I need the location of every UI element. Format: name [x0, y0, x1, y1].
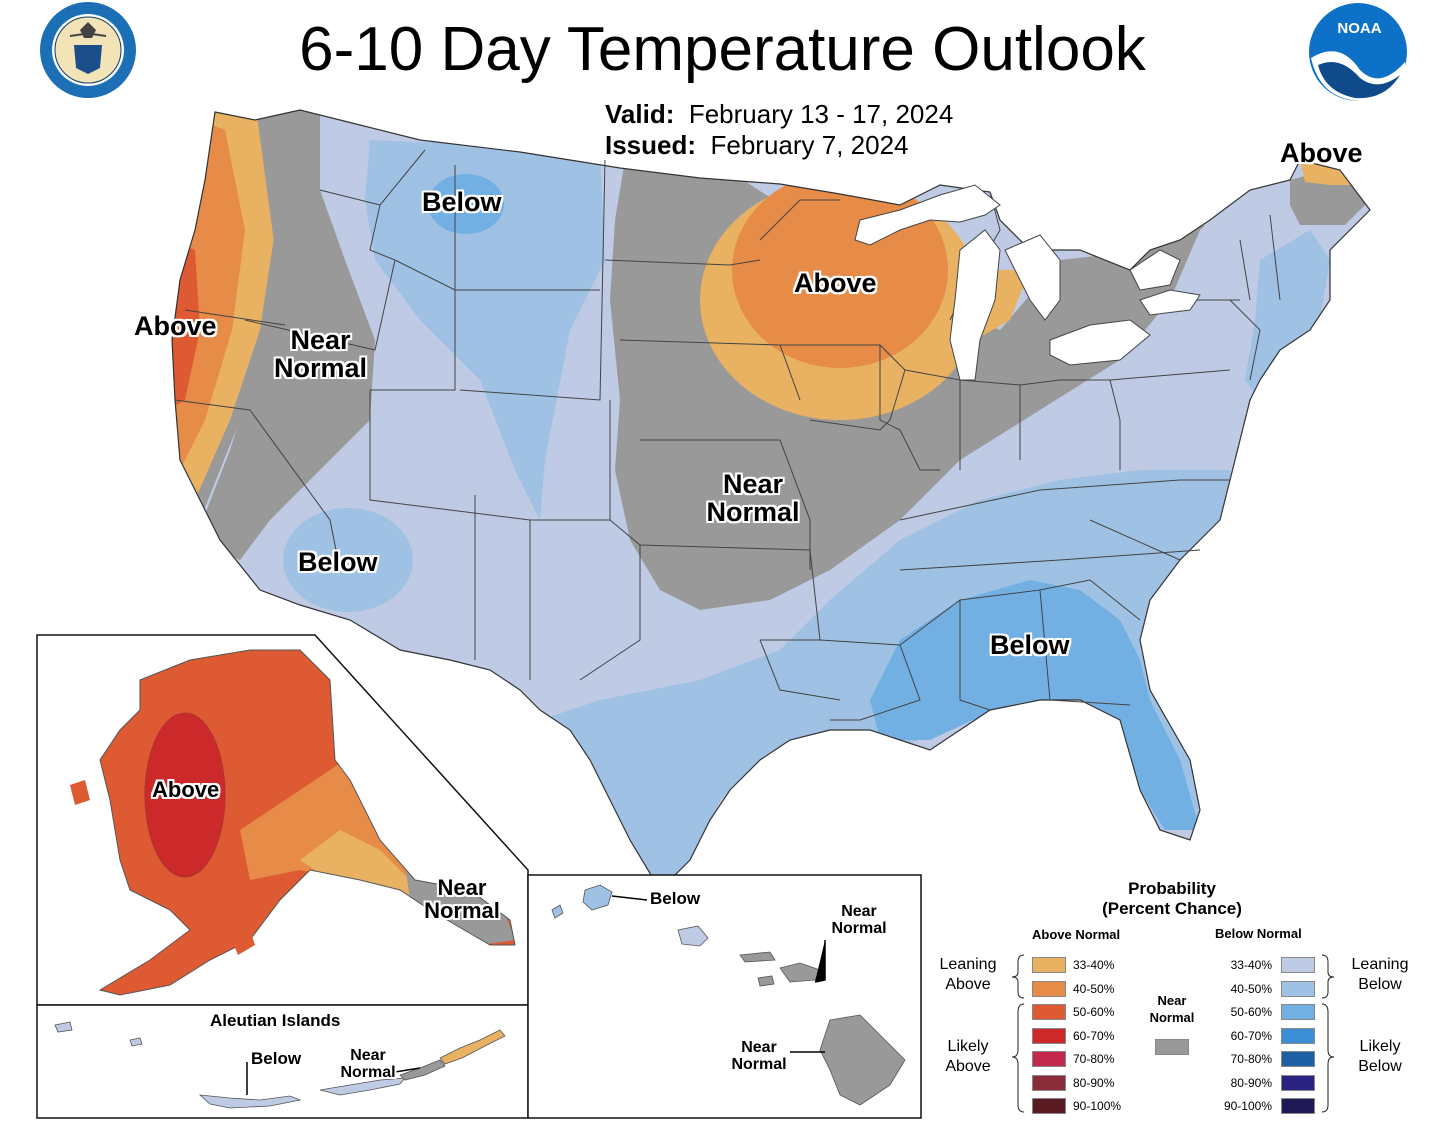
label-above-west: Above — [134, 311, 217, 341]
label-alaska-near-normal: Near Normal — [424, 875, 500, 924]
label-aleutian-below: Below — [251, 1049, 302, 1068]
valid-label: Valid: — [605, 99, 675, 129]
label-hawaii-near-normal-maui: Near Normal — [831, 903, 887, 937]
hawaii-inset — [527, 874, 922, 1119]
legend-below-head: Below Normal — [1215, 926, 1302, 941]
noaa-logo — [1309, 3, 1407, 102]
legend-above-swatch — [1032, 1075, 1066, 1091]
legend-below-swatch-label: 33-40% — [1230, 958, 1272, 972]
label-below-southeast: Below — [990, 630, 1070, 660]
legend-below-swatch — [1281, 1075, 1315, 1091]
noaa-logo-text: NOAA — [1337, 20, 1382, 37]
legend-near-normal-swatch — [1155, 1039, 1189, 1055]
valid-line: Valid: February 13 - 17, 2024 — [605, 99, 953, 130]
legend-above-head: Above Normal — [1032, 927, 1121, 942]
valid-value: February 13 - 17, 2024 — [688, 99, 954, 129]
legend-above-swatch — [1032, 1098, 1066, 1114]
alaska-inset — [36, 634, 529, 1006]
legend-below-swatch-label: 40-50% — [1230, 982, 1272, 996]
legend-leaning-above: Leaning Above — [939, 956, 997, 993]
legend-below-swatch-label: 70-80% — [1230, 1052, 1272, 1066]
legend-below-swatch — [1281, 981, 1315, 997]
label-aleutian-near-normal: Near Normal — [340, 1047, 396, 1081]
label-hawaii-near-normal-big-island: Near Normal — [731, 1039, 787, 1073]
legend-above-swatch-label: 60-70% — [1073, 1029, 1115, 1043]
legend-below-swatch — [1281, 1051, 1315, 1067]
label-near-normal-west: Near Normal — [273, 325, 368, 384]
aleutian-title: Aleutian Islands — [210, 1011, 341, 1030]
label-above-maine: Above — [1280, 138, 1363, 168]
legend-above-swatch-label: 50-60% — [1073, 1005, 1115, 1019]
legend-near-normal: Near Normal — [1149, 993, 1195, 1025]
legend-title: Probability (Percent Chance) — [1102, 879, 1242, 918]
legend-below-swatch-label: 80-90% — [1230, 1076, 1272, 1090]
legend-above-swatch — [1032, 1051, 1066, 1067]
legend-below-swatch-label: 50-60% — [1230, 1005, 1272, 1019]
label-hawaii-below: Below — [650, 889, 701, 908]
legend-above-swatch-label: 90-100% — [1073, 1099, 1122, 1113]
legend-leaning-below: Leaning Below — [1351, 956, 1409, 993]
legend-above-swatch — [1032, 1028, 1066, 1044]
legend-below-swatch-label: 60-70% — [1230, 1029, 1272, 1043]
legend-above-swatch — [1032, 1004, 1066, 1020]
issued-value: February 7, 2024 — [710, 130, 909, 160]
legend-below-swatch — [1281, 1028, 1315, 1044]
issued-line: Issued: February 7, 2024 — [605, 130, 909, 161]
legend-above-swatch — [1032, 957, 1066, 973]
label-above-midwest: Above — [794, 268, 877, 298]
legend-below-swatch — [1281, 1004, 1315, 1020]
legend-above-swatch — [1032, 981, 1066, 997]
aleutian-inset — [36, 1004, 529, 1119]
label-below-southwest: Below — [298, 547, 378, 577]
legend-likely-below: Likely Below — [1358, 1038, 1402, 1075]
commerce-seal — [40, 2, 136, 98]
legend-below-swatch — [1281, 1098, 1315, 1114]
legend-likely-above: Likely Above — [945, 1038, 991, 1075]
legend-above-swatch-label: 40-50% — [1073, 982, 1115, 996]
legend-above-swatch-label: 70-80% — [1073, 1052, 1115, 1066]
page-title: 6-10 Day Temperature Outlook — [299, 15, 1146, 84]
legend-above-swatch-label: 33-40% — [1073, 958, 1115, 972]
label-near-normal-central: Near Normal — [706, 469, 800, 528]
label-alaska-above: Above — [152, 777, 220, 802]
legend-below-swatch-label: 90-100% — [1223, 1099, 1272, 1113]
legend-above-swatch-label: 80-90% — [1073, 1076, 1115, 1090]
legend-below-swatch — [1281, 957, 1315, 973]
issued-label: Issued: — [605, 130, 697, 160]
label-below-north: Below — [422, 187, 502, 217]
